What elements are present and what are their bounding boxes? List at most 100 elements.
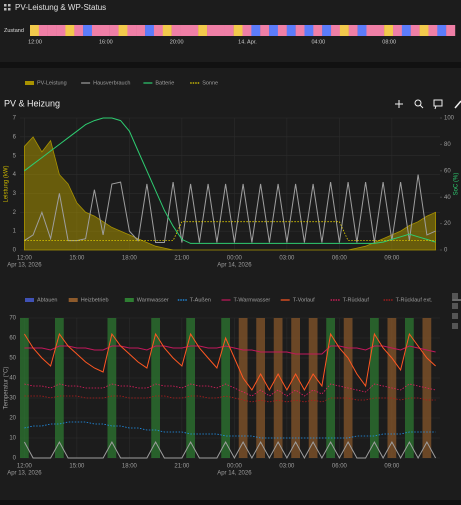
state-segment	[242, 25, 252, 36]
x-tick-label: 04:00	[311, 39, 325, 45]
y2-tick-label: 100	[444, 116, 455, 122]
state-segment	[83, 25, 93, 36]
state-segment	[428, 25, 438, 36]
state-segment	[304, 25, 314, 36]
state-segment	[419, 25, 429, 36]
y2-tick-label: 80	[444, 142, 451, 148]
legend-label: Abtauen	[37, 297, 58, 303]
line	[24, 221, 436, 241]
state-segment	[260, 25, 270, 36]
state-segment	[180, 25, 190, 36]
legend-label: T-Vorlauf	[293, 297, 315, 303]
state-band	[326, 318, 335, 458]
y2-axis-label: SoC (%)	[454, 173, 460, 196]
state-segment	[446, 25, 456, 36]
x-date-label: Apr 13, 2026	[7, 263, 42, 269]
state-band	[238, 318, 248, 458]
y-tick-label: 6	[13, 134, 17, 140]
y-tick-label: 4	[13, 172, 17, 178]
state-band	[291, 318, 300, 458]
state-segment	[384, 25, 394, 36]
x-tick-label: 06:00	[332, 464, 348, 470]
legend-label: Hausverbrauch	[93, 80, 130, 86]
state-segment	[437, 25, 447, 36]
state-band	[422, 318, 432, 458]
state-band	[221, 318, 230, 458]
y-tick-label: 1	[13, 229, 17, 235]
legend-label: T-Rücklauf ext.	[396, 297, 433, 303]
header-icon	[4, 4, 11, 11]
state-segment	[233, 25, 243, 36]
state-segment	[30, 25, 40, 36]
comment-button[interactable]	[433, 99, 443, 110]
legend-swatch	[68, 298, 78, 302]
legend-swatch	[25, 81, 34, 85]
y-tick-label: 70	[9, 316, 16, 322]
search-button[interactable]	[414, 99, 424, 109]
legend-swatch	[25, 298, 34, 302]
state-band	[405, 318, 414, 458]
y-tick-label: 20	[9, 416, 16, 422]
state-segment	[47, 25, 57, 36]
y-tick-label: 50	[9, 356, 16, 362]
x-tick-label: 09:00	[384, 256, 400, 262]
legend-swatch	[124, 298, 134, 302]
legend-label: Batterie	[155, 80, 174, 86]
y-axis-label: Temperatur (°C)	[4, 367, 10, 410]
y-tick-label: 40	[9, 376, 16, 382]
state-segment	[410, 25, 420, 36]
line	[24, 174, 436, 243]
state-segment	[198, 25, 208, 36]
x-tick-label: 09:00	[384, 464, 400, 470]
state-segment	[251, 25, 261, 36]
state-segment	[269, 25, 279, 36]
state-band	[370, 318, 379, 458]
edit-button[interactable]	[454, 100, 461, 109]
state-segment	[375, 25, 385, 36]
x-tick-label: 12:00	[17, 464, 33, 470]
legend-label: T-Rücklauf	[343, 297, 370, 303]
line	[23, 332, 436, 392]
add-button[interactable]	[395, 100, 403, 108]
y-tick-label: 5	[13, 153, 17, 159]
y-tick-label: 2	[13, 210, 17, 216]
state-segment	[331, 25, 341, 36]
x-tick-label: 20:00	[170, 39, 184, 45]
x-tick-label: 15:00	[69, 256, 85, 262]
x-date-label: Apr 14, 2026	[217, 263, 252, 269]
x-tick-label: 18:00	[122, 256, 138, 262]
state-segment	[313, 25, 323, 36]
state-segment	[366, 25, 376, 36]
state-band	[256, 318, 265, 458]
y-tick-label: 7	[13, 116, 17, 122]
card-title: PV-Leistung & WP-Status	[15, 3, 106, 12]
x-tick-label: 18:00	[122, 464, 138, 470]
state-segment	[207, 25, 217, 36]
state-segment	[322, 25, 332, 36]
state-band	[20, 318, 29, 458]
y-tick-label: 60	[9, 336, 16, 342]
state-segment	[100, 25, 110, 36]
legend-label: T-Warmwasser	[234, 297, 271, 303]
y-axis-label: Leistung (kW)	[4, 165, 10, 202]
state-segment	[215, 25, 225, 36]
state-band	[186, 318, 195, 458]
x-tick-label: 03:00	[279, 256, 295, 262]
state-segment	[295, 25, 305, 36]
y2-tick-label: 60	[444, 168, 451, 174]
row-label: Zustand	[4, 28, 24, 34]
state-segment	[65, 25, 75, 36]
x-tick-label: 16:00	[99, 39, 113, 45]
state-band	[151, 318, 160, 458]
y-tick-label: 30	[9, 396, 16, 402]
y2-tick-label: 0	[444, 248, 448, 254]
state-segment	[118, 25, 128, 36]
legend-label: T-Außen	[190, 297, 211, 303]
line	[23, 440, 437, 460]
state-band	[308, 318, 318, 458]
x-tick-label: 14. Apr.	[238, 39, 257, 45]
x-tick-label: 12:00	[17, 256, 33, 262]
state-segment	[357, 25, 367, 36]
x-tick-label: 21:00	[174, 464, 190, 470]
